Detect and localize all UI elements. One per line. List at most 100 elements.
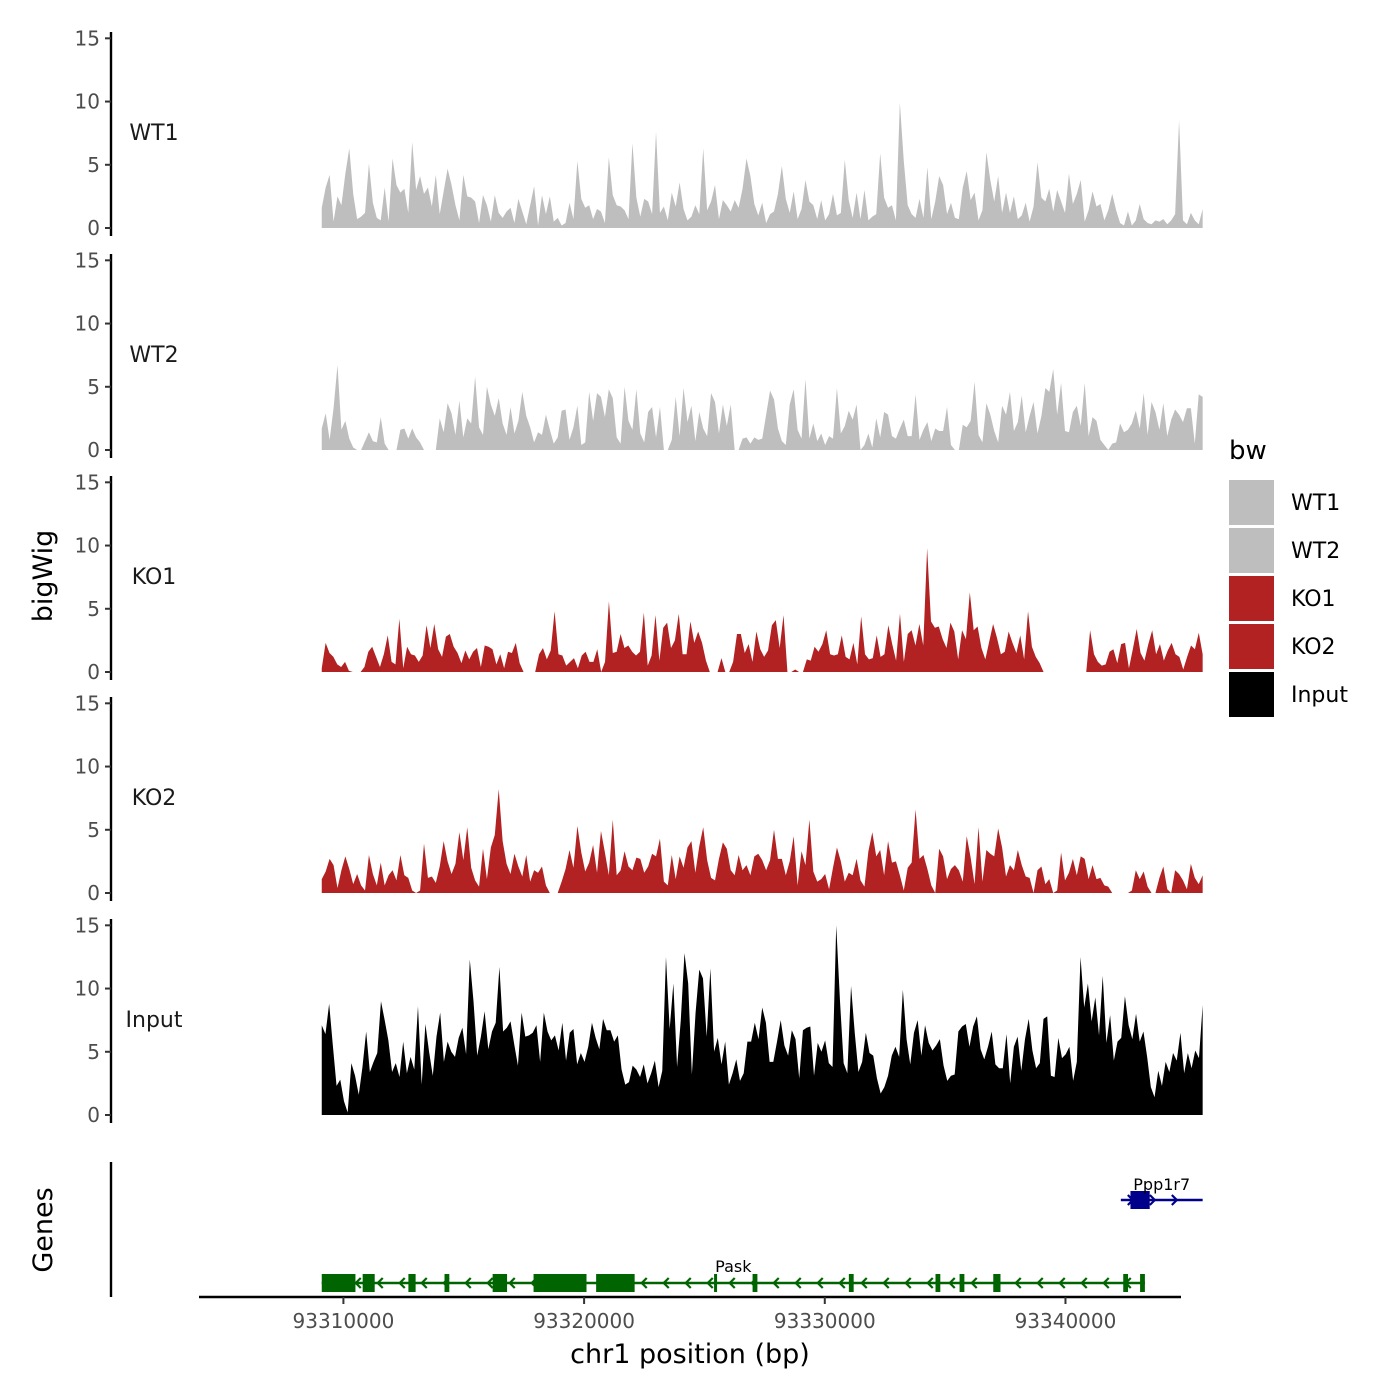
area-series-ko1 <box>321 548 1203 672</box>
track-wt1: 0 5 10 15 WT1 <box>75 26 1203 240</box>
y-tick-label: 0 <box>87 438 100 462</box>
strand-arrow <box>860 1277 868 1289</box>
area-series-wt2 <box>321 365 1203 450</box>
legend-key-wt2 <box>1229 528 1274 573</box>
y-tick-label: 15 <box>75 26 100 50</box>
strand-arrow <box>508 1277 516 1289</box>
exon <box>1123 1274 1129 1292</box>
legend-key-input <box>1229 672 1274 717</box>
y-tick-label: 10 <box>75 755 100 779</box>
strand-arrow <box>662 1277 670 1289</box>
legend-label-wt1: WT1 <box>1291 491 1340 516</box>
gene-ppp1r7: Ppp1r7 <box>1120 1175 1203 1209</box>
x-tick-label: 93330000 <box>774 1309 876 1333</box>
exon <box>533 1274 587 1292</box>
track-label: KO1 <box>132 565 177 590</box>
exon <box>848 1274 854 1292</box>
exon <box>935 1274 941 1292</box>
strand-arrow <box>772 1277 780 1289</box>
y-tick-label: 15 <box>75 248 100 272</box>
strand-arrow <box>354 1277 362 1289</box>
gene-pask: Pask <box>321 1257 1145 1292</box>
strand-arrow <box>926 1277 934 1289</box>
strand-arrow <box>640 1277 648 1289</box>
strand-arrow <box>816 1277 824 1289</box>
strand-arrow <box>706 1277 714 1289</box>
strand-arrow <box>486 1277 494 1289</box>
strand-arrow <box>970 1277 978 1289</box>
y-tick-label: 0 <box>87 216 100 240</box>
exon <box>1140 1274 1145 1292</box>
area-series-wt1 <box>321 102 1203 228</box>
strand-arrow <box>1171 1194 1179 1206</box>
gene-label: Ppp1r7 <box>1133 1175 1190 1194</box>
strand-arrow <box>904 1277 912 1289</box>
strand-arrow <box>420 1277 428 1289</box>
y-tick-label: 5 <box>87 153 100 177</box>
strand-arrow <box>376 1277 384 1289</box>
strand-arrow <box>1058 1277 1066 1289</box>
y-tick-label: 15 <box>75 691 100 715</box>
area-series-ko2 <box>321 789 1203 893</box>
exon <box>993 1274 1001 1292</box>
y-tick-label: 15 <box>75 913 100 937</box>
y-tick-label: 10 <box>75 90 100 114</box>
track-label: WT2 <box>129 343 178 368</box>
x-tick-label: 93310000 <box>293 1309 395 1333</box>
exon <box>1130 1191 1150 1209</box>
y-tick-label: 5 <box>87 818 100 842</box>
legend: bw WT1 WT2 KO1 KO2 Input <box>1229 436 1348 717</box>
gene-label: Pask <box>715 1257 752 1276</box>
y-tick-label: 5 <box>87 597 100 621</box>
track-label: KO2 <box>132 786 177 811</box>
exon <box>752 1274 758 1292</box>
exon <box>596 1274 635 1292</box>
legend-label-ko2: KO2 <box>1291 635 1336 660</box>
strand-arrow <box>464 1277 472 1289</box>
exon <box>362 1274 375 1292</box>
strand-arrow <box>794 1277 802 1289</box>
y-tick-label: 0 <box>87 881 100 905</box>
legend-key-ko2 <box>1229 624 1274 669</box>
track-wt2: 0 5 10 15 WT2 <box>75 248 1203 462</box>
y-tick-label: 0 <box>87 660 100 684</box>
legend-title: bw <box>1229 436 1267 466</box>
track-label: WT1 <box>129 121 178 146</box>
strand-arrow <box>948 1277 956 1289</box>
track-ko2: 0 5 10 15 KO2 <box>75 691 1203 905</box>
exon <box>444 1274 450 1292</box>
x-axis-title: chr1 position (bp) <box>570 1339 810 1370</box>
track-label: Input <box>126 1008 183 1033</box>
strand-arrow <box>1014 1277 1022 1289</box>
exon <box>714 1274 718 1292</box>
exon <box>959 1274 965 1292</box>
y-tick-label: 5 <box>87 375 100 399</box>
track-input: 0 5 10 15 Input <box>75 913 1203 1127</box>
y-tick-label: 5 <box>87 1040 100 1064</box>
strand-arrow <box>728 1277 736 1289</box>
x-tick-label: 93340000 <box>1015 1309 1117 1333</box>
genes-axis-title: Genes <box>28 1187 59 1272</box>
strand-arrow <box>1102 1277 1110 1289</box>
y-tick-label: 15 <box>75 470 100 494</box>
legend-label-wt2: WT2 <box>1291 539 1340 564</box>
track-ko1: 0 5 10 15 KO1 <box>75 470 1203 684</box>
strand-arrow <box>1080 1277 1088 1289</box>
bigwig-tracks: 0 5 10 15 WT1 0 5 10 15 WT2 0 5 10 15 KO1 0 5 10 15 KO2 0 5 10… <box>75 26 1203 1127</box>
y-tick-label: 0 <box>87 1103 100 1127</box>
legend-key-wt1 <box>1229 480 1274 525</box>
legend-label-ko1: KO1 <box>1291 587 1336 612</box>
area-series-input <box>321 925 1203 1115</box>
exon <box>321 1274 356 1292</box>
genes-panel: Pask Ppp1r7 <box>109 1162 1203 1299</box>
x-tick-label: 93320000 <box>533 1309 635 1333</box>
y-axis-title: bigWig <box>28 530 59 623</box>
y-tick-label: 10 <box>75 534 100 558</box>
y-tick-label: 10 <box>75 312 100 336</box>
strand-arrow <box>882 1277 890 1289</box>
y-tick-label: 10 <box>75 977 100 1001</box>
strand-arrow <box>398 1277 406 1289</box>
strand-arrow <box>684 1277 692 1289</box>
exon <box>408 1274 416 1292</box>
